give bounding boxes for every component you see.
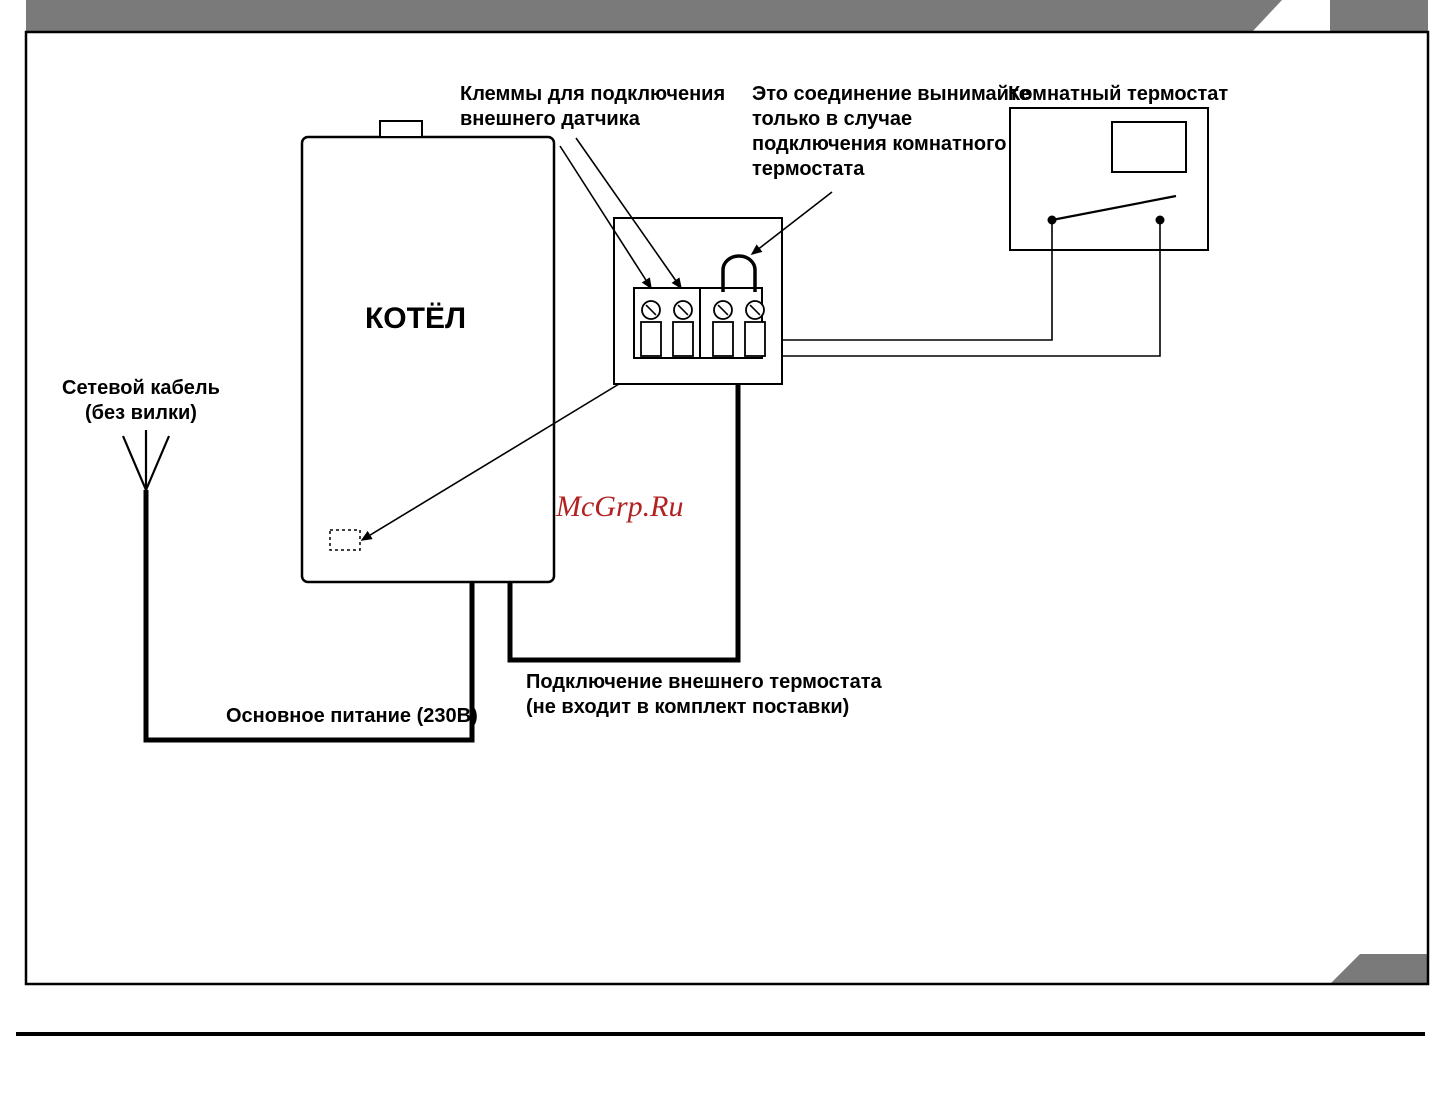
- label-jumper-note: Это соединение вынимайте только в случае…: [752, 82, 1030, 182]
- label-thermostat: Комнатный термостат: [1008, 82, 1228, 107]
- diagram-svg: [0, 0, 1441, 1094]
- label-main-power: Основное питание (230В): [226, 704, 478, 729]
- label-ext-thermo: Подключение внешнего термостата (не вход…: [526, 670, 882, 720]
- label-ext-terminals: Клеммы для подключения внешнего датчика: [460, 82, 725, 132]
- label-mains-cable: Сетевой кабель (без вилки): [62, 376, 220, 426]
- watermark: McGrp.Ru: [556, 490, 683, 524]
- boiler-label: КОТЁЛ: [365, 300, 466, 338]
